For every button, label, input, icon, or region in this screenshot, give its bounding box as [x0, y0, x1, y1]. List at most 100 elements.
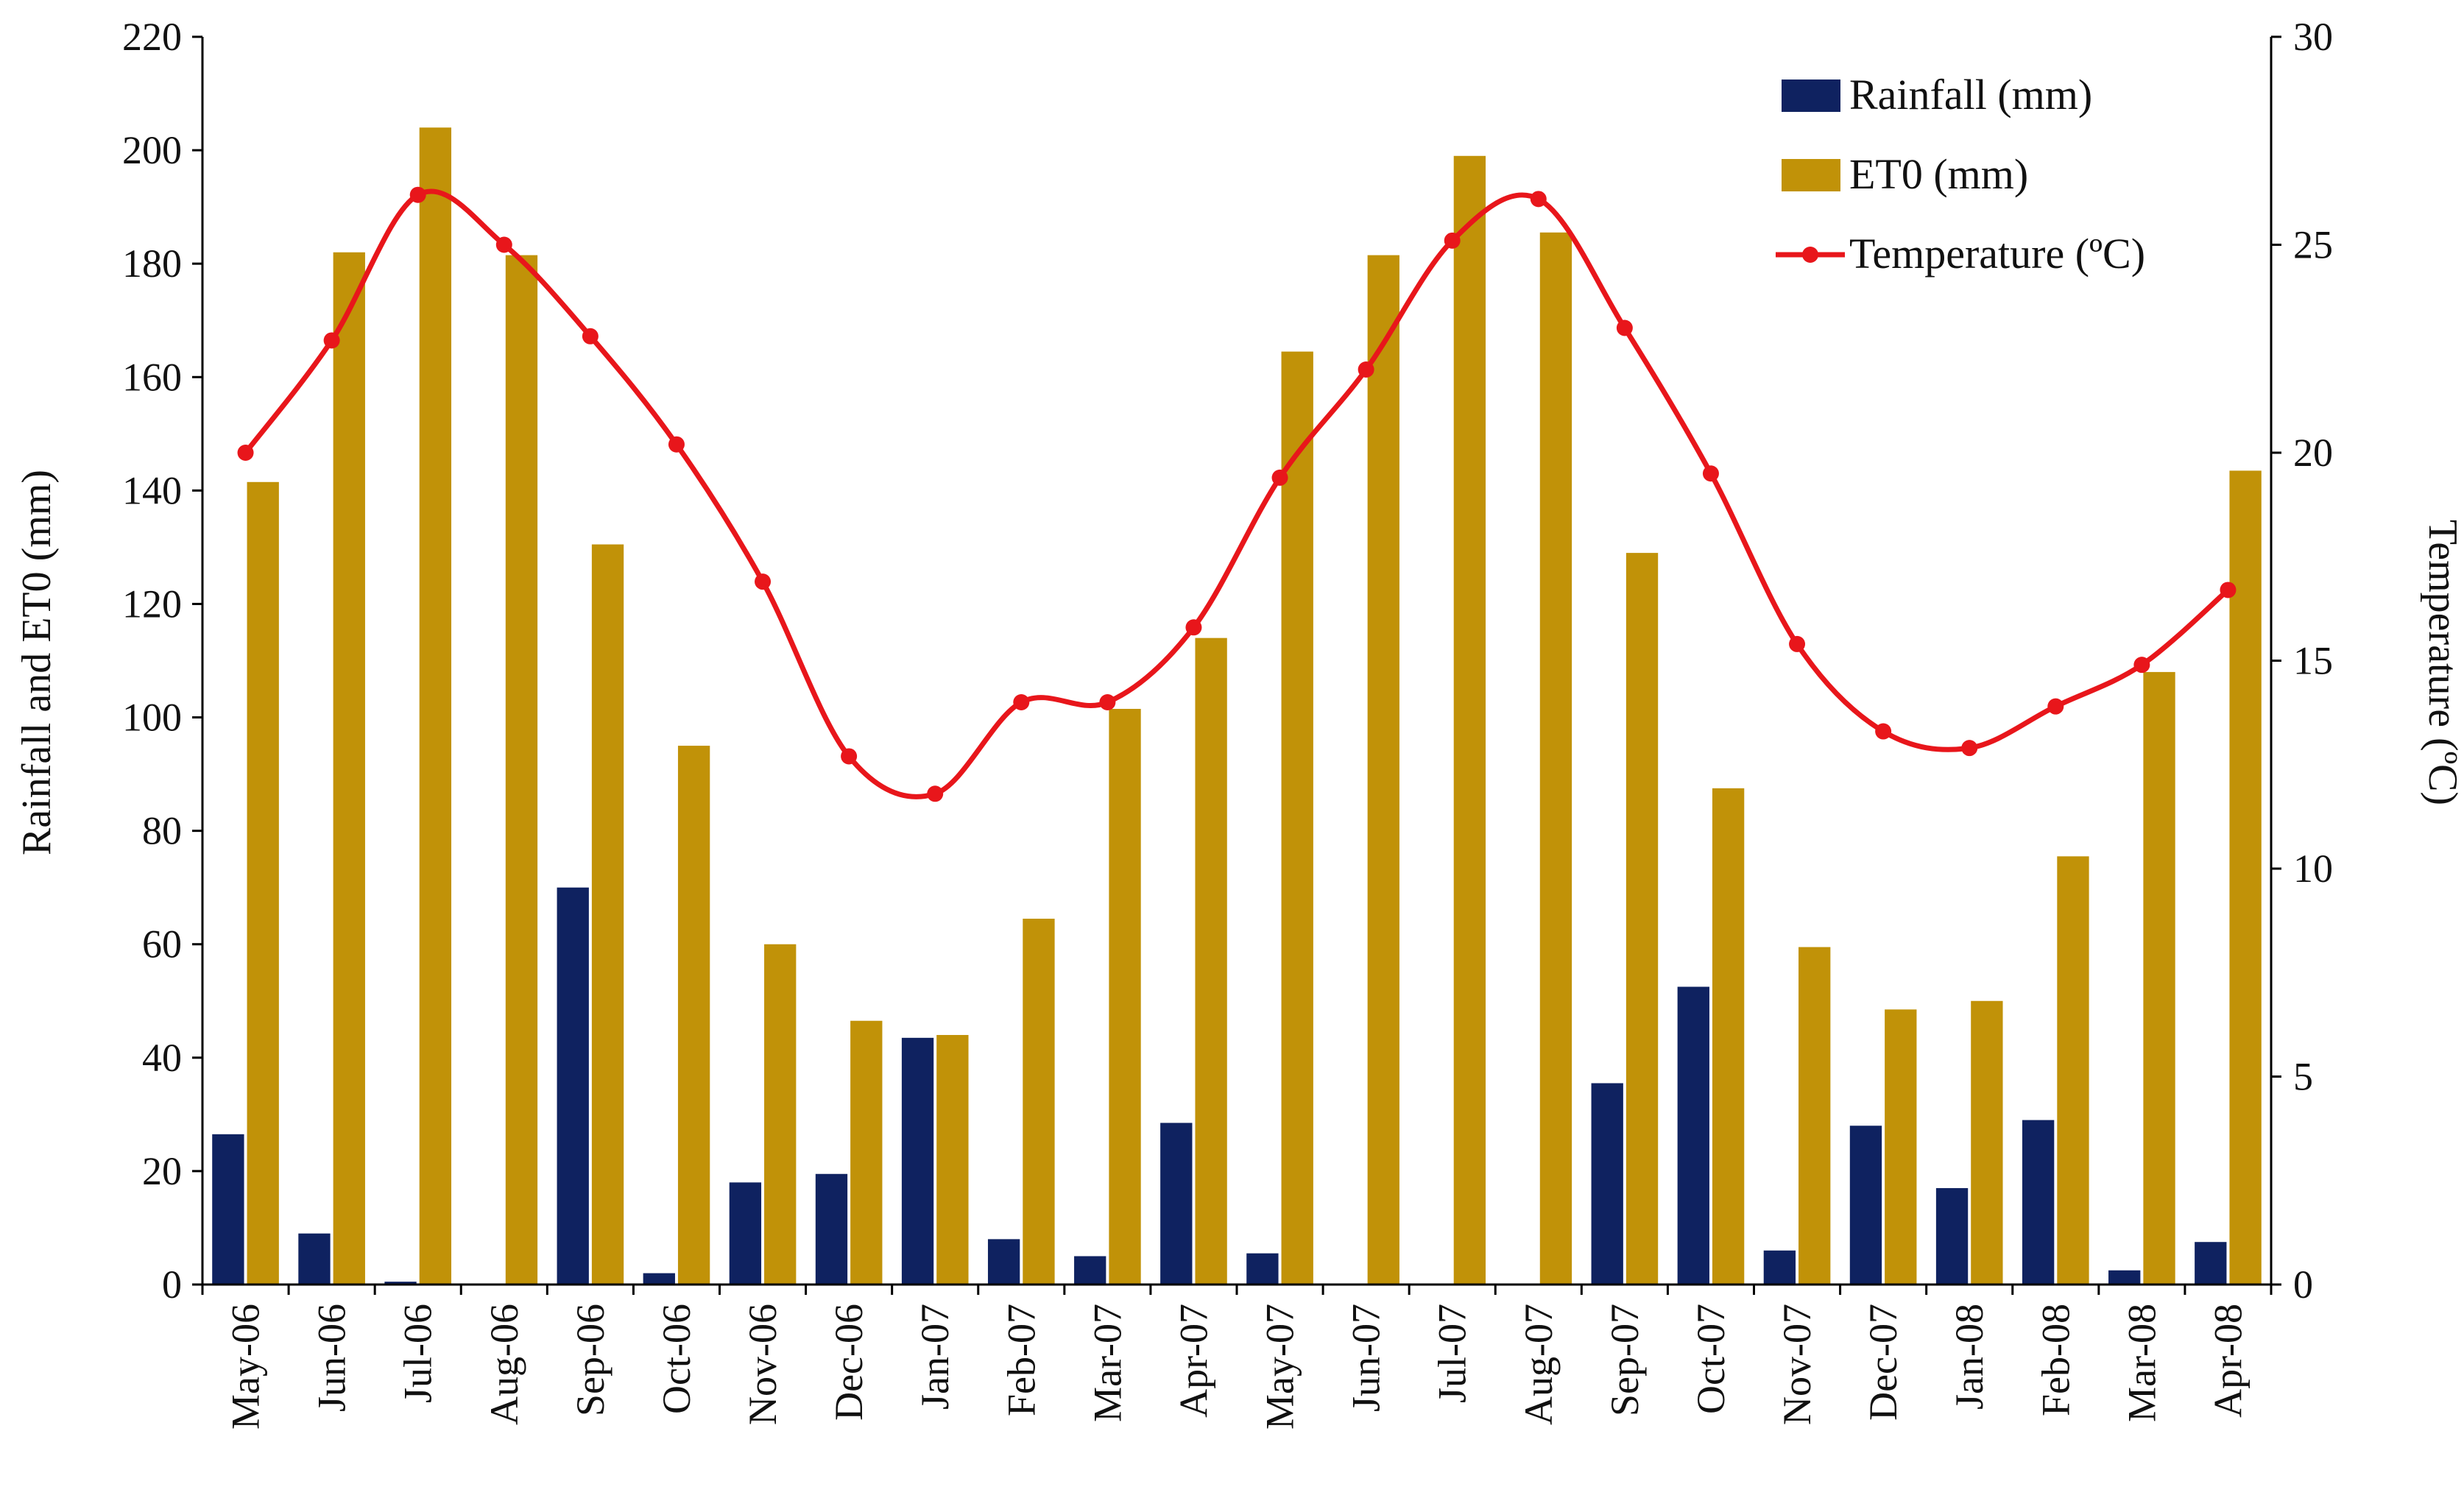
temperature-point-May-07 [1271, 469, 1288, 486]
x-tick-label-Jan-07: Jan-07 [913, 1304, 957, 1410]
temperature-point-Jul-07 [1444, 232, 1461, 249]
rainfall-bar-Mar-07 [1074, 1256, 1106, 1285]
rainfall-bar-Jan-08 [1935, 1188, 1969, 1285]
x-tick-label-Mar-08: Mar-08 [2119, 1304, 2164, 1422]
rainfall-bar-Jul-06 [384, 1282, 417, 1285]
y-left-tick-label: 160 [122, 355, 182, 399]
legend-label-rainfall: Rainfall (mm) [1849, 71, 2092, 119]
temperature-point-Aug-07 [1530, 191, 1547, 208]
temperature-point-Feb-08 [2047, 698, 2064, 715]
temperature-point-Sep-06 [582, 328, 599, 345]
x-tick-label-Nov-07: Nov-07 [1775, 1304, 1819, 1425]
temperature-point-Dec-06 [841, 748, 858, 765]
temperature-point-Jun-06 [323, 332, 340, 349]
temperature-point-Jan-07 [927, 785, 944, 802]
et0-bar-Nov-07 [1798, 947, 1831, 1285]
temperature-point-Sep-07 [1616, 319, 1633, 336]
bars-layer [212, 127, 2262, 1285]
x-tick-label-Dec-07: Dec-07 [1861, 1304, 1905, 1421]
y-left-tick-label: 100 [122, 696, 182, 740]
et0-bar-Dec-07 [1885, 1009, 1917, 1285]
x-tick-label-Sep-06: Sep-06 [568, 1304, 613, 1416]
y-left-tick-label: 120 [122, 582, 182, 626]
x-tick-label-Feb-08: Feb-08 [2033, 1304, 2078, 1416]
temperature-point-Nov-07 [1789, 635, 1806, 652]
y-left-tick-label: 80 [142, 809, 182, 853]
rainfall-bar-Mar-08 [2108, 1270, 2141, 1285]
x-tick-label-May-06: May-06 [224, 1304, 268, 1430]
y-left-tick-label: 220 [122, 15, 182, 59]
temperature-point-Jul-06 [409, 186, 426, 203]
rainfall-bar-Feb-07 [987, 1239, 1020, 1285]
et0-bar-Sep-07 [1625, 553, 1659, 1285]
y-axis-left-label: Rainfall and ET0 (mm) [14, 470, 60, 855]
et0-bar-Aug-07 [1539, 232, 1572, 1285]
x-tick-label-Feb-07: Feb-07 [999, 1304, 1043, 1416]
rainfall-bar-Oct-07 [1677, 986, 1709, 1285]
x-tick-label-Sep-07: Sep-07 [1603, 1304, 1647, 1416]
x-tick-label-Apr-08: Apr-08 [2206, 1304, 2250, 1418]
y-axis-right-label: Temperature (ºC) [2420, 520, 2464, 805]
y-left-tick-label: 200 [122, 128, 182, 172]
rainfall-bar-Nov-07 [1763, 1250, 1796, 1285]
y-right-tick-label: 0 [2293, 1262, 2313, 1307]
y-left-tick-label: 20 [142, 1149, 182, 1193]
temperature-point-Feb-07 [1013, 694, 1030, 710]
legend-swatch-rainfall [1782, 80, 1840, 112]
y-right-tick-label: 25 [2293, 223, 2333, 267]
temperature-point-Mar-07 [1099, 694, 1116, 710]
rainfall-bar-Dec-07 [1849, 1126, 1882, 1285]
et0-bar-Jan-07 [936, 1035, 969, 1285]
et0-bar-Aug-06 [505, 255, 538, 1285]
temperature-point-Oct-06 [668, 436, 685, 453]
legend-label-temperature: Temperature (ºC) [1849, 230, 2145, 278]
temperature-point-Jan-08 [1961, 740, 1978, 757]
y-left-tick-label: 40 [142, 1036, 182, 1080]
rainfall-bar-Nov-06 [729, 1182, 762, 1285]
axes-layer [192, 35, 2281, 1295]
y-right-tick-label: 5 [2293, 1055, 2313, 1099]
temperature-point-Nov-06 [755, 573, 772, 590]
et0-bar-Jun-07 [1367, 255, 1399, 1285]
x-tick-label-Apr-07: Apr-07 [1171, 1304, 1215, 1418]
x-tick-label-Dec-06: Dec-06 [827, 1304, 871, 1421]
et0-bar-May-06 [247, 481, 279, 1285]
rainfall-bar-May-06 [212, 1134, 244, 1285]
et0-bar-Oct-06 [677, 746, 710, 1285]
et0-bar-Mar-08 [2143, 671, 2175, 1285]
rainfall-bar-Sep-07 [1591, 1083, 1623, 1285]
x-tick-label-Oct-06: Oct-06 [654, 1304, 699, 1414]
x-tick-label-Jul-06: Jul-06 [396, 1304, 440, 1403]
y-right-tick-label: 15 [2293, 639, 2333, 683]
et0-bar-Jul-06 [419, 127, 452, 1285]
et0-bar-Sep-06 [591, 544, 624, 1285]
legend: Rainfall (mm) ET0 (mm) Temperature (ºC) [1776, 71, 2145, 278]
tick-labels-layer: 0 20 40 60 80 100 120 140 160 180 200 220 0 5 10 15 20 25… [122, 15, 2333, 1430]
x-tick-label-Jul-07: Jul-07 [1430, 1304, 1475, 1403]
rainfall-bar-Apr-07 [1160, 1123, 1193, 1285]
et0-bar-May-07 [1281, 351, 1313, 1285]
temperature-line [243, 188, 2230, 799]
x-tick-label-May-07: May-07 [1258, 1304, 1302, 1430]
rainfall-bar-Oct-06 [643, 1273, 675, 1285]
legend-label-et0: ET0 (mm) [1849, 150, 2028, 198]
x-tick-label-Mar-07: Mar-07 [1085, 1304, 1129, 1422]
temperature-line-layer [237, 186, 2237, 802]
x-tick-label-Jan-08: Jan-08 [1947, 1304, 1991, 1410]
x-tick-label-Jun-06: Jun-06 [310, 1304, 354, 1412]
rainfall-bar-Sep-06 [557, 887, 589, 1285]
legend-swatch-temperature-marker [1802, 247, 1818, 263]
rainfall-bar-Apr-08 [2195, 1242, 2227, 1285]
et0-bar-Feb-08 [2057, 856, 2089, 1285]
x-tick-label-Nov-06: Nov-06 [741, 1304, 785, 1425]
x-tick-label-Oct-07: Oct-07 [1689, 1304, 1733, 1414]
y-right-tick-label: 10 [2293, 847, 2333, 891]
temperature-point-Jun-07 [1358, 361, 1374, 378]
rainfall-bar-May-07 [1246, 1253, 1279, 1285]
x-tick-label-Aug-06: Aug-06 [482, 1304, 526, 1425]
rainfall-bar-Jan-07 [901, 1037, 934, 1285]
temperature-point-May-06 [237, 445, 254, 461]
y-right-tick-label: 30 [2293, 15, 2333, 59]
et0-bar-Apr-08 [2229, 470, 2262, 1285]
